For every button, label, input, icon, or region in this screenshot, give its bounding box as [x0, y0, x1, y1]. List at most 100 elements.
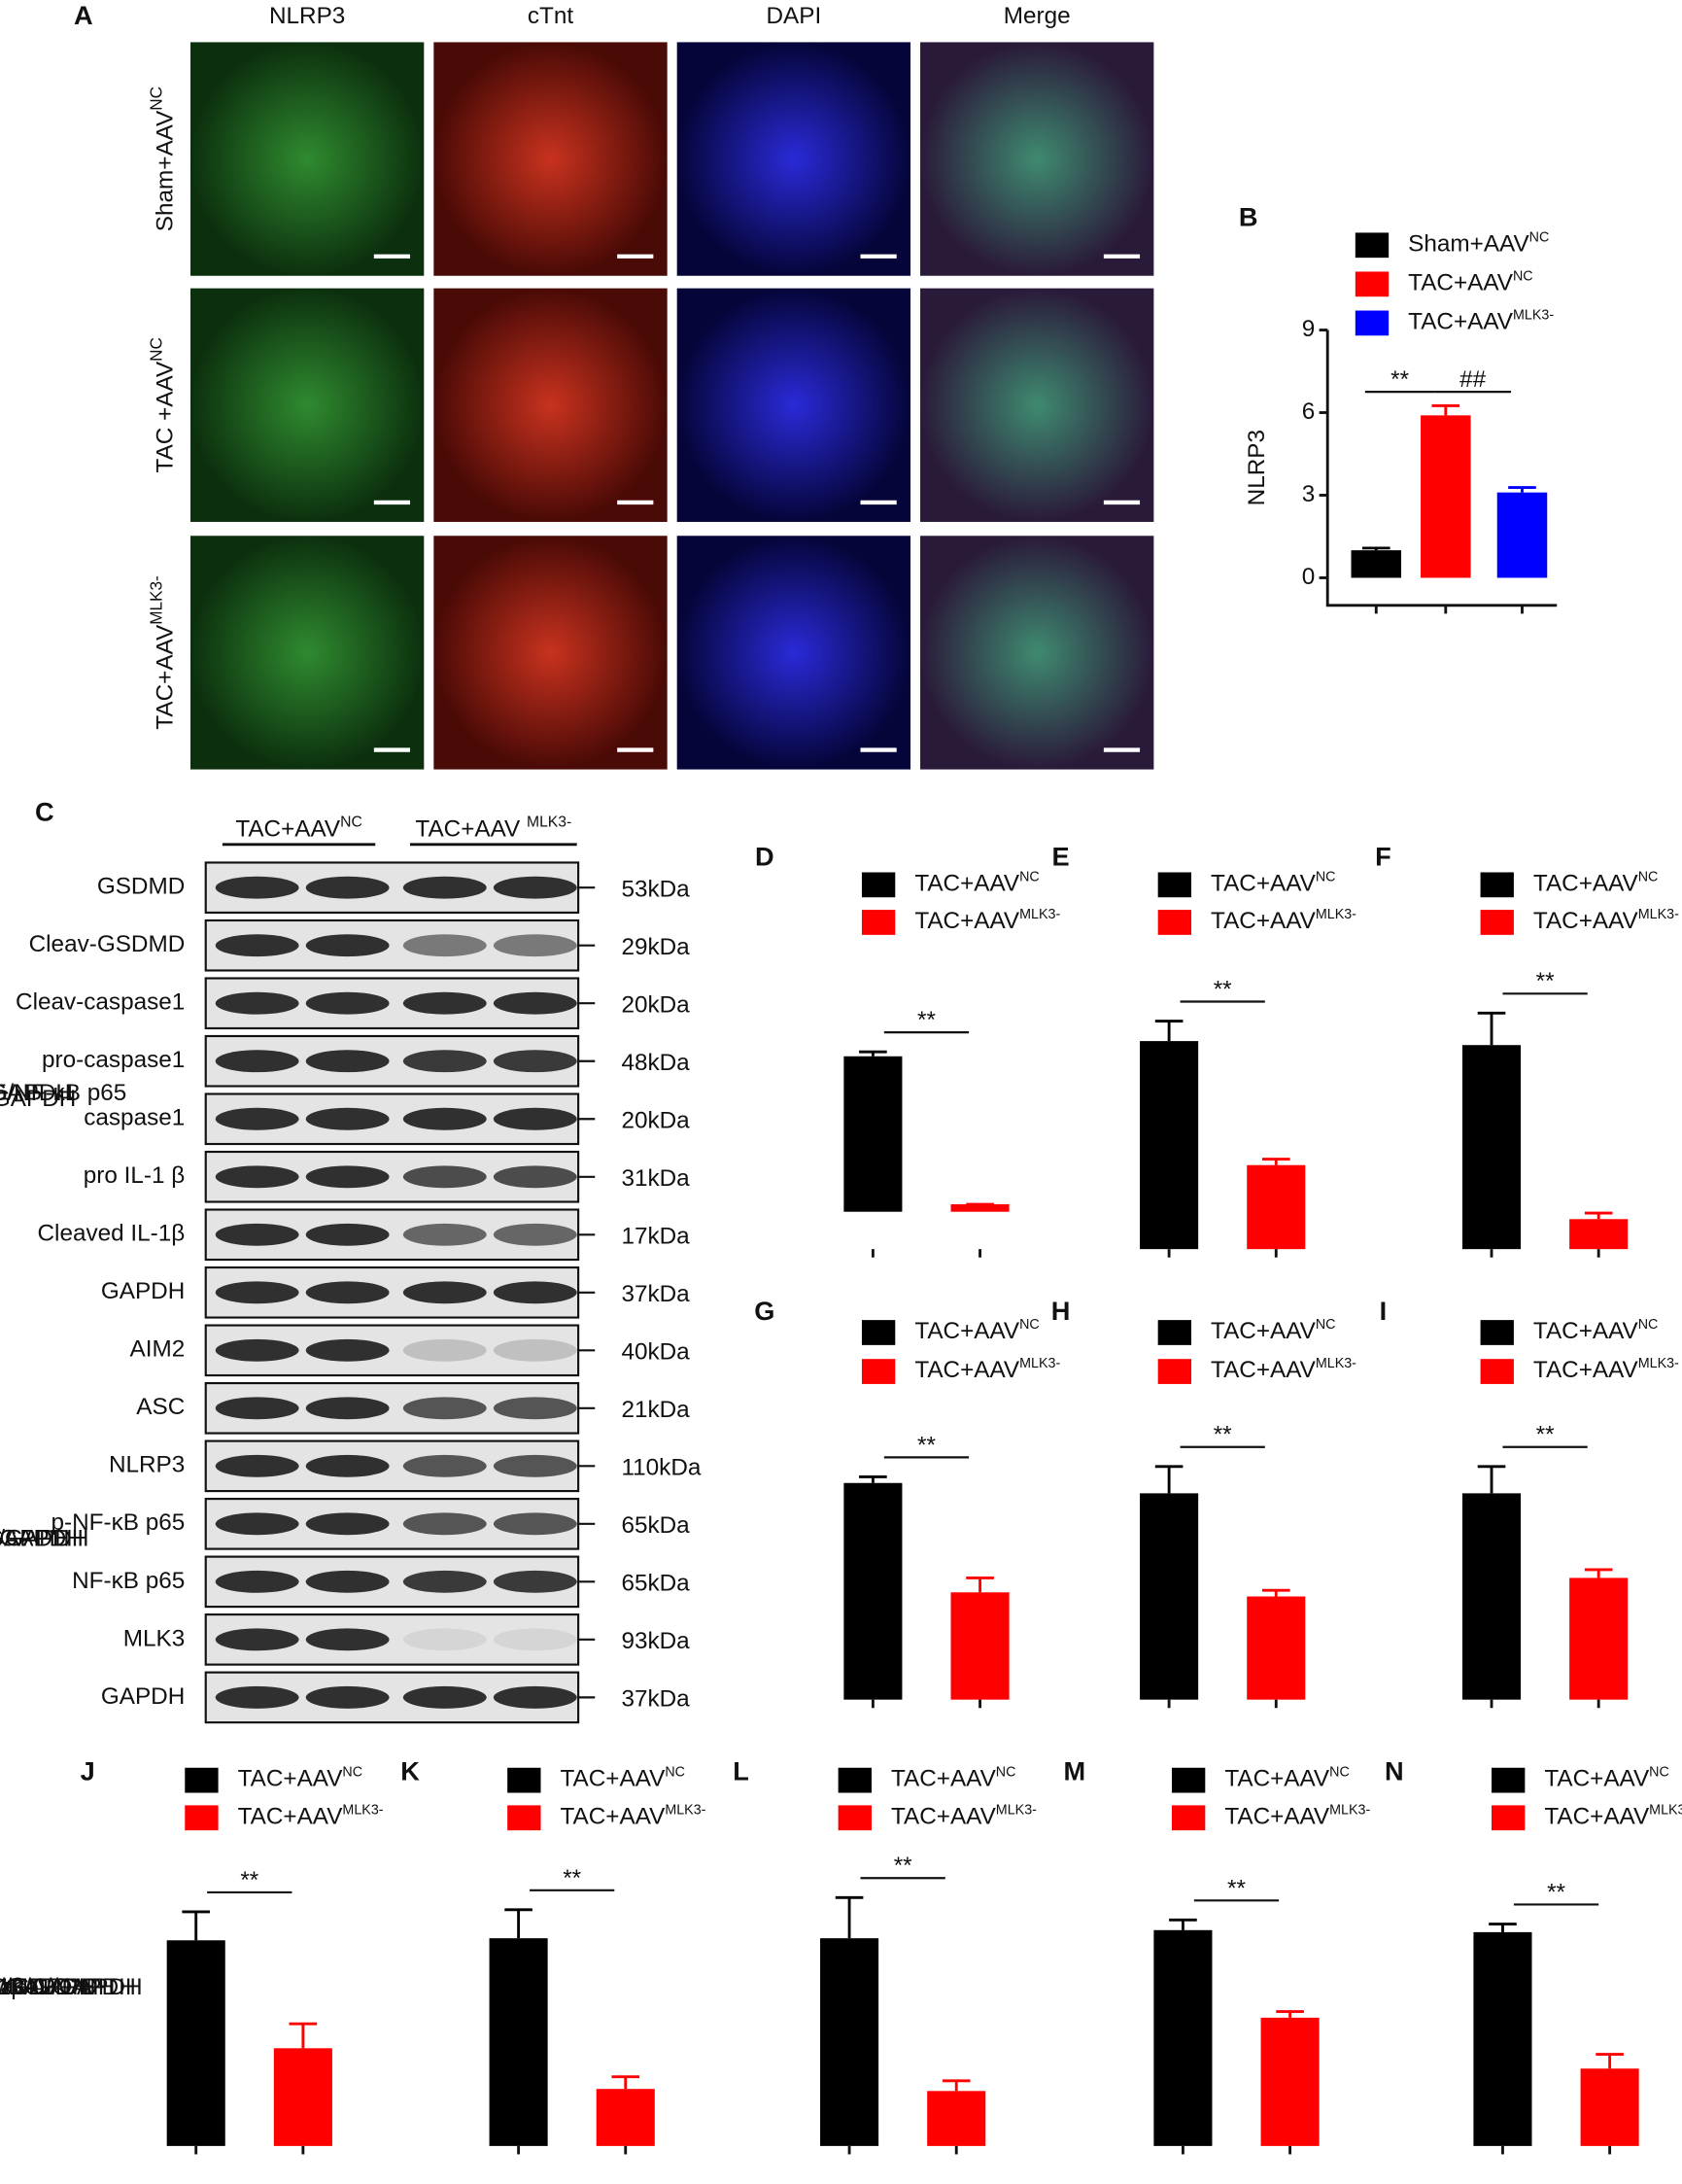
- blot-band: [305, 1685, 390, 1709]
- blot-band: [305, 1628, 390, 1651]
- blot-band: [305, 1050, 390, 1073]
- column-label: cTnt: [528, 3, 574, 29]
- y-tick-label: 3: [1302, 481, 1316, 507]
- micrograph: [189, 536, 425, 770]
- blot-band: [305, 1454, 390, 1477]
- blot-band: [402, 934, 487, 957]
- blot-band: [493, 1628, 577, 1651]
- legend-label-sup: NC: [342, 1764, 362, 1780]
- band-size: 65kDa: [621, 1512, 690, 1539]
- blot-band: [215, 1397, 299, 1420]
- legend-label-sup: NC: [1019, 869, 1040, 884]
- y-axis-label: ASC/GAPDH: [0, 1526, 70, 1552]
- blot-band: [493, 1454, 577, 1477]
- micrograph: [676, 288, 911, 522]
- bar: [1153, 1929, 1213, 2146]
- band-size: 65kDa: [621, 1571, 690, 1597]
- legend-swatch: [1480, 872, 1514, 898]
- legend-label-sup: MLK3-: [1638, 1356, 1679, 1371]
- legend-swatch: [1171, 1805, 1206, 1831]
- bar: [1461, 1045, 1522, 1250]
- blot-band: [493, 991, 577, 1015]
- legend-label-main: TAC+AAV: [914, 1318, 1020, 1344]
- blot-band: [402, 1223, 487, 1246]
- band-label: NLRP3: [109, 1452, 185, 1478]
- legend-label-main: TAC+AAV: [1544, 1766, 1650, 1792]
- legend-label-sup: NC: [1316, 869, 1336, 884]
- legend-label-sup: NC: [1329, 1764, 1350, 1780]
- legend-swatch: [185, 1767, 219, 1793]
- legend-label-sup: NC: [1638, 869, 1659, 884]
- bar: [1569, 1219, 1629, 1250]
- legend-swatch: [1355, 232, 1390, 259]
- row-label-sup: NC: [146, 337, 165, 362]
- legend-label-main: TAC+AAV: [914, 871, 1020, 897]
- band-size: 21kDa: [621, 1397, 690, 1423]
- blot-band: [402, 1628, 487, 1651]
- bar: [273, 2048, 332, 2146]
- blot-band: [402, 1107, 487, 1130]
- bar: [820, 1938, 879, 2146]
- panel-letter: L: [733, 1756, 749, 1786]
- band-size: 17kDa: [621, 1224, 690, 1250]
- legend-label: TAC+AAVNC: [1224, 1764, 1349, 1792]
- micrograph: [920, 42, 1154, 276]
- blot-band: [493, 1223, 577, 1246]
- legend-swatch: [1171, 1767, 1206, 1793]
- blot-band: [402, 1570, 487, 1593]
- band-label: p-NF-κB p65: [51, 1509, 186, 1536]
- band-label: caspase1: [84, 1105, 185, 1131]
- legend-label-sup: NC: [1513, 268, 1533, 284]
- band-size: 37kDa: [621, 1281, 690, 1307]
- legend-label-main: TAC+AAV: [1211, 1318, 1317, 1344]
- blot-band: [493, 1570, 577, 1593]
- bar: [1140, 1493, 1199, 1700]
- band-label: GAPDH: [101, 1278, 185, 1304]
- legend-label: TAC+AAVNC: [1533, 869, 1658, 897]
- blot-band: [215, 1050, 299, 1073]
- legend-swatch: [861, 1359, 896, 1384]
- significance-mark: **: [240, 1867, 258, 1893]
- significance-mark: **: [1214, 976, 1232, 1002]
- significance-mark: **: [563, 1865, 581, 1891]
- legend-label: TAC+AAVMLK3-: [1544, 1802, 1682, 1830]
- legend-label-sup: MLK3-: [1329, 1802, 1370, 1818]
- column-label: DAPI: [767, 3, 822, 29]
- significance-mark: **: [894, 1853, 912, 1879]
- band-size: 37kDa: [621, 1686, 690, 1713]
- blot-band: [305, 1512, 390, 1536]
- legend-swatch: [1480, 910, 1514, 935]
- legend-label-main: TAC+AAV: [1211, 1357, 1317, 1383]
- legend-swatch: [1355, 310, 1390, 336]
- legend-label-main: TAC+AAV: [1408, 270, 1514, 296]
- legend-label: TAC+AAVNC: [891, 1764, 1015, 1792]
- blot-band: [493, 1165, 577, 1189]
- legend-label-sup: MLK3-: [1019, 907, 1060, 922]
- bar: [1569, 1577, 1629, 1700]
- legend-label: Sham+AAVNC: [1408, 229, 1549, 258]
- legend-label-sup: NC: [1316, 1317, 1336, 1333]
- significance-mark: **: [917, 1007, 936, 1033]
- panel-letter: J: [81, 1756, 95, 1786]
- legend-label-main: TAC+AAV: [238, 1804, 344, 1830]
- legend-label: TAC+AAVMLK3-: [561, 1802, 706, 1830]
- y-tick-label: 6: [1302, 399, 1316, 425]
- blot-band: [402, 1685, 487, 1709]
- micrograph: [433, 536, 668, 770]
- blot-band: [493, 1338, 577, 1362]
- column-label: Merge: [1004, 3, 1071, 29]
- bar: [596, 2089, 655, 2146]
- blot-band: [215, 1165, 299, 1189]
- legend-label-main: TAC+AAV: [1533, 908, 1639, 934]
- significance-mark: **: [917, 1432, 936, 1458]
- bar: [1580, 2068, 1639, 2146]
- legend-label-sup: MLK3-: [996, 1802, 1037, 1818]
- band-size: 20kDa: [621, 992, 690, 1019]
- legend-label: TAC+AAVMLK3-: [238, 1802, 384, 1830]
- legend-swatch: [1480, 1320, 1514, 1345]
- y-axis-label: GSDMD/GAPDH: [0, 1974, 89, 2000]
- legend-label-sup: NC: [996, 1764, 1016, 1780]
- legend-label: TAC+AAVMLK3-: [914, 907, 1060, 935]
- band-label: AIM2: [130, 1336, 186, 1363]
- blot-band: [402, 991, 487, 1015]
